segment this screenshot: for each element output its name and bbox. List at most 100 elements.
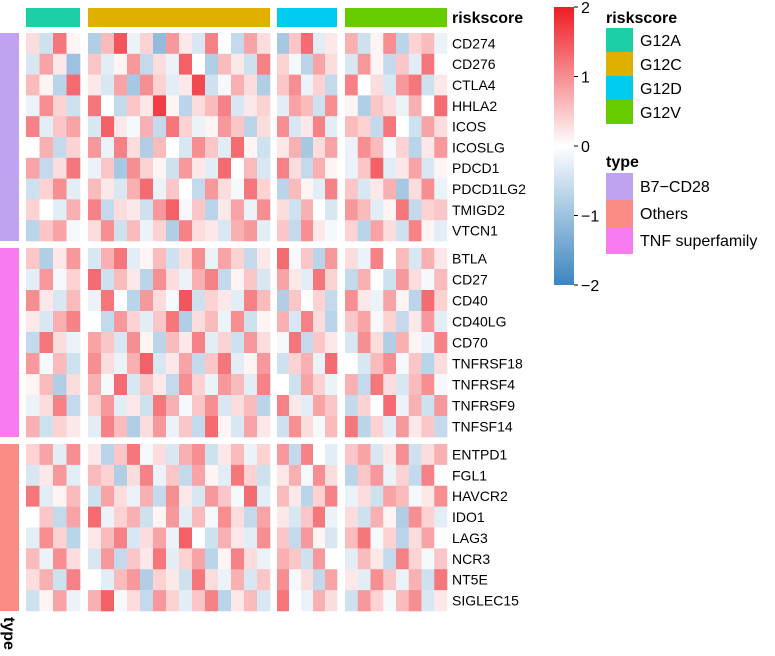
heatmap-cell	[153, 157, 167, 179]
gene-label: CD40LG	[452, 314, 506, 330]
heatmap-cell	[231, 464, 245, 487]
heatmap-cell	[166, 485, 180, 507]
heatmap-cell	[127, 374, 141, 396]
heatmap-cell	[301, 395, 314, 417]
heatmap-cell	[313, 53, 326, 75]
heatmap-cell	[370, 464, 384, 487]
heatmap-cell	[218, 137, 232, 159]
heatmap-cell	[244, 395, 258, 417]
heatmap-cell	[383, 374, 397, 396]
heatmap-cell	[218, 395, 232, 417]
heatmap-cell	[153, 95, 167, 117]
heatmap-cell	[218, 74, 232, 96]
heatmap-cell	[434, 506, 448, 528]
heatmap-cell	[383, 332, 397, 354]
heatmap-cell	[421, 416, 435, 438]
heatmap-cell	[179, 311, 193, 333]
heatmap-cell	[257, 157, 271, 179]
heatmap-cell	[179, 178, 193, 200]
heatmap-cell	[396, 157, 410, 179]
heatmap-cell	[218, 569, 232, 591]
heatmap-cell	[277, 137, 290, 159]
heatmap-cell	[101, 199, 115, 221]
heatmap-cell	[357, 332, 371, 354]
heatmap-cell	[301, 137, 314, 159]
heatmap-cell	[289, 353, 302, 375]
heatmap-cell	[39, 137, 54, 159]
heatmap-cell	[114, 464, 128, 487]
heatmap-cell	[301, 590, 314, 612]
heatmap-cell	[408, 548, 422, 570]
heatmap-cell	[39, 416, 54, 438]
heatmap-cell	[301, 444, 314, 466]
heatmap-cell	[396, 220, 410, 242]
heatmap-cell	[277, 416, 290, 438]
heatmap-cell	[179, 74, 193, 96]
heatmap-cell	[325, 506, 338, 528]
heatmap-cell	[127, 353, 141, 375]
heatmap-cell	[101, 332, 115, 354]
heatmap-cell	[153, 416, 167, 438]
colorbar-tick-label: −2	[581, 278, 599, 295]
heatmap-cell	[66, 569, 81, 591]
heatmap-cell	[53, 74, 67, 96]
heatmap-cell	[39, 353, 54, 375]
riskscore-bar-g12d	[277, 8, 337, 27]
heatmap-cell	[421, 311, 435, 333]
heatmap-cell	[127, 269, 141, 291]
heatmap-cell	[313, 416, 326, 438]
heatmap-cell	[396, 590, 410, 612]
riskscore-legend-swatch	[606, 28, 633, 52]
heatmap-cell	[301, 332, 314, 354]
heatmap-cell	[345, 178, 359, 200]
heatmap-cell	[383, 527, 397, 549]
colorbar-tick-label: 1	[581, 70, 590, 87]
heatmap-cell	[301, 290, 314, 312]
heatmap-cell	[153, 199, 167, 221]
heatmap-cell	[408, 416, 422, 438]
heatmap-cell	[357, 311, 371, 333]
heatmap-cell	[421, 269, 435, 291]
heatmap-cell	[231, 116, 245, 138]
heatmap-cell	[88, 178, 102, 200]
heatmap-cell	[357, 548, 371, 570]
heatmap-cell	[383, 137, 397, 159]
heatmap-cell	[370, 374, 384, 396]
heatmap-cell	[357, 353, 371, 375]
heatmap-cell	[289, 527, 302, 549]
heatmap-cell	[114, 269, 128, 291]
heatmap-cell	[257, 53, 271, 75]
heatmap-cell	[101, 178, 115, 200]
heatmap-cell	[140, 416, 154, 438]
heatmap-cell	[140, 290, 154, 312]
heatmap-cell	[127, 569, 141, 591]
heatmap-cell	[88, 416, 102, 438]
heatmap-cell	[153, 116, 167, 138]
heatmap-cell	[257, 332, 271, 354]
heatmap-cell	[114, 548, 128, 570]
heatmap-cell	[383, 485, 397, 507]
heatmap-cell	[434, 485, 448, 507]
heatmap-cell	[166, 269, 180, 291]
heatmap-cell	[396, 527, 410, 549]
heatmap-cell	[39, 33, 54, 55]
heatmap-cell	[301, 116, 314, 138]
heatmap-cell	[66, 290, 81, 312]
heatmap-cell	[257, 269, 271, 291]
heatmap-cell	[434, 548, 448, 570]
heatmap-cell	[114, 395, 128, 417]
heatmap-cell	[396, 395, 410, 417]
heatmap-cell	[26, 569, 40, 591]
heatmap-cell	[231, 353, 245, 375]
heatmap-cell	[244, 444, 258, 466]
heatmap-cell	[325, 548, 338, 570]
heatmap-cell	[39, 569, 54, 591]
heatmap-cell	[166, 464, 180, 487]
heatmap-cell	[408, 569, 422, 591]
heatmap-cell	[88, 199, 102, 221]
heatmap-cell	[166, 506, 180, 528]
heatmap-cell	[357, 157, 371, 179]
heatmap-cell	[277, 374, 290, 396]
heatmap-cell	[357, 395, 371, 417]
heatmap-cell	[313, 353, 326, 375]
